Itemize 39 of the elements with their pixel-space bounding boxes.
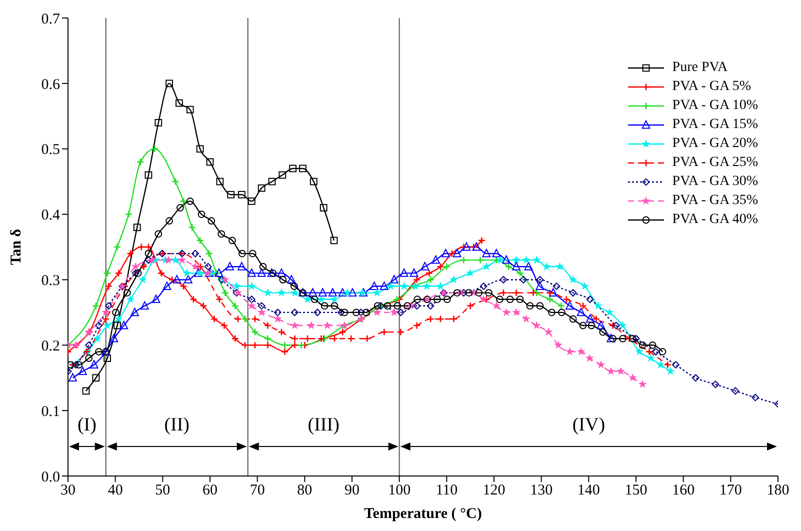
y-axis-title: Tan δ [8,228,24,266]
legend-label: PVA - GA 35% [672,192,758,210]
x-tick-label: 110 [436,482,458,499]
x-axis-title: Temperature ( °C) [364,506,482,522]
legend-label: PVA - GA 20% [672,135,758,153]
y-tick-label: 0.4 [41,208,60,224]
annotation: (IV) [572,414,606,436]
x-tick-label: 80 [297,482,312,499]
x-tick-label: 120 [482,482,506,499]
legend-label: PVA - GA 10% [672,97,758,115]
x-tick-label: 180 [766,482,790,499]
y-tick-label: 0.7 [41,11,60,28]
y-tick-label: 0.5 [41,142,60,158]
legend-label: PVA - GA 40% [672,211,758,229]
x-tick-label: 60 [202,482,218,499]
y-tick-label: 0.2 [41,338,60,354]
x-tick-label: 140 [577,482,600,499]
legend-label: PVA - GA 25% [672,154,758,172]
x-tick-label: 40 [108,482,123,499]
y-tick-label: 0.0 [41,469,60,486]
x-tick-label: 150 [624,482,648,499]
legend-label: PVA - GA 30% [672,173,758,191]
y-tick-label: 0.1 [41,404,60,420]
x-tick-label: 30 [60,482,76,499]
legend-label: PVA - GA 5% [672,78,751,96]
x-tick-label: 160 [672,482,695,499]
x-tick-label: 170 [719,482,742,499]
annotation: (I) [77,414,96,436]
x-tick-label: 130 [530,482,553,499]
annotation: (III) [308,414,340,436]
x-tick-label: 100 [388,482,411,499]
y-tick-label: 0.3 [41,273,60,290]
legend-label: PVA - GA 15% [672,116,758,134]
annotation: (II) [164,414,190,436]
x-tick-label: 90 [344,482,360,499]
x-tick-label: 50 [155,482,170,499]
x-tick-label: 70 [250,482,265,499]
y-tick-label: 0.6 [41,76,60,93]
legend-label: Pure PVA [672,59,728,77]
